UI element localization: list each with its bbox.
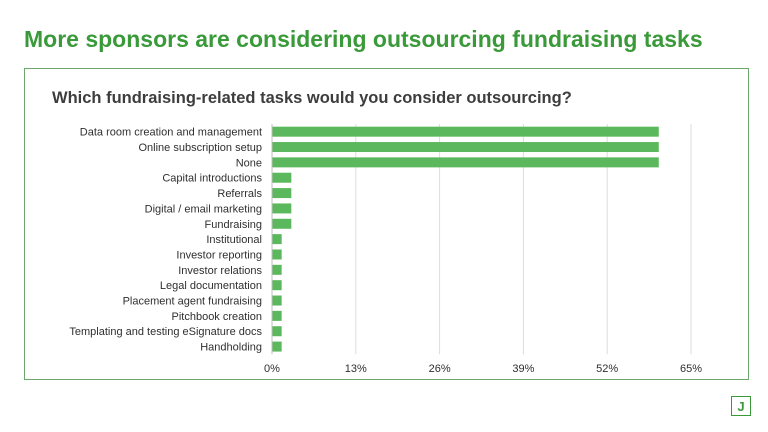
category-label-digital-email-marketing: Digital / email marketing [145,203,262,215]
brand-logo: J [731,396,751,416]
chart-panel [24,68,749,380]
bar-none [272,157,659,168]
bar-digital-email-marketing [272,203,292,214]
category-label-data-room-creation-and-management: Data room creation and management [80,127,262,139]
bar-handholding [272,341,282,352]
bar-legal-documentation [272,280,282,291]
category-label-pitchbook-creation: Pitchbook creation [172,311,263,323]
category-label-fundraising: Fundraising [205,219,262,231]
x-tick-label-26: 26% [429,363,451,375]
bar-placement-agent-fundraising [272,295,282,306]
bar-referrals [272,188,292,199]
bar-institutional [272,234,282,245]
chart-title: Which fundraising-related tasks would yo… [52,89,572,107]
category-label-templating-and-testing-esignature-docs: Templating and testing eSignature docs [69,326,262,338]
headline: More sponsors are considering outsourcin… [24,26,703,52]
bar-data-room-creation-and-management [272,126,659,137]
x-tick-label-13: 13% [345,363,367,375]
category-label-none: None [236,157,262,169]
x-tick-label-52: 52% [596,363,618,375]
x-tick-label-39: 39% [512,363,534,375]
category-label-legal-documentation: Legal documentation [160,280,262,292]
x-tick-label-0: 0% [264,363,280,375]
bar-investor-relations [272,264,282,275]
category-label-online-subscription-setup: Online subscription setup [138,142,262,154]
category-label-handholding: Handholding [200,342,262,354]
category-label-placement-agent-fundraising: Placement agent fundraising [123,296,262,308]
bar-templating-and-testing-esignature-docs [272,326,282,337]
category-label-capital-introductions: Capital introductions [162,173,262,185]
category-label-investor-relations: Investor relations [178,265,262,277]
category-label-referrals: Referrals [217,188,262,200]
bar-capital-introductions [272,172,292,183]
bar-fundraising [272,218,292,229]
category-label-investor-reporting: Investor reporting [176,249,262,261]
bar-investor-reporting [272,249,282,260]
x-tick-label-65: 65% [680,363,702,375]
bar-pitchbook-creation [272,310,282,321]
category-label-institutional: Institutional [206,234,262,246]
bar-online-subscription-setup [272,142,659,153]
